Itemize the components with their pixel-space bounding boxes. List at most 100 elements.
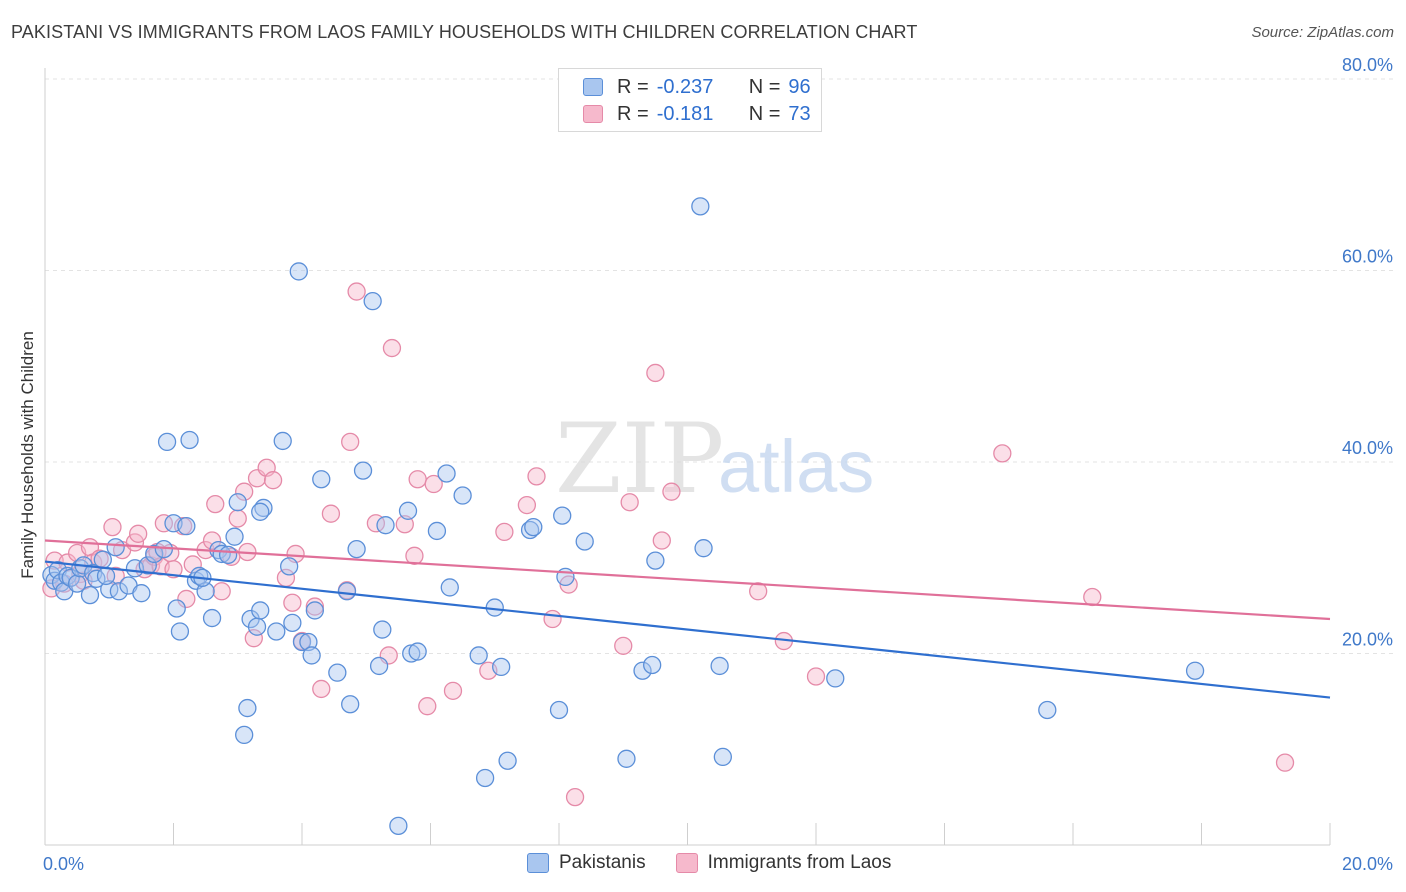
data-point-laos bbox=[103, 517, 122, 537]
data-point-pakistanis bbox=[145, 544, 164, 564]
data-point-pakistanis bbox=[93, 550, 112, 569]
data-point-laos bbox=[495, 522, 514, 542]
data-point-laos bbox=[662, 482, 681, 501]
n-value: 96 bbox=[788, 75, 811, 98]
data-point-pakistanis bbox=[369, 656, 389, 676]
data-point-pakistanis bbox=[106, 538, 125, 557]
data-point-laos bbox=[517, 495, 537, 515]
data-point-pakistanis bbox=[694, 539, 713, 558]
data-point-laos bbox=[263, 471, 283, 490]
data-point-laos bbox=[347, 282, 366, 301]
y-tick-label: 60.0% bbox=[1342, 247, 1393, 267]
data-point-pakistanis bbox=[273, 431, 292, 451]
stats-legend: R = -0.237 N = 96 R = -0.181 N = 73 bbox=[558, 68, 822, 132]
n-label: N = bbox=[748, 75, 781, 98]
data-point-laos bbox=[129, 524, 148, 543]
data-point-pakistanis bbox=[132, 584, 151, 603]
data-point-laos bbox=[206, 494, 225, 514]
data-point-pakistanis bbox=[643, 655, 662, 675]
data-point-pakistanis bbox=[553, 506, 572, 525]
data-point-laos bbox=[620, 493, 639, 512]
data-point-pakistanis bbox=[498, 751, 517, 770]
data-point-pakistanis bbox=[492, 657, 511, 677]
data-point-laos bbox=[202, 531, 222, 550]
data-point-pakistanis bbox=[218, 545, 238, 565]
chart-source: Source: ZipAtlas.com bbox=[1251, 24, 1394, 41]
data-point-pakistanis bbox=[402, 644, 421, 663]
n-label: N = bbox=[748, 102, 781, 125]
legend-label: Pakistanis bbox=[559, 852, 646, 873]
data-point-pakistanis bbox=[157, 432, 177, 452]
data-point-pakistanis bbox=[96, 566, 116, 586]
data-point-laos bbox=[806, 667, 826, 686]
data-point-pakistanis bbox=[177, 517, 196, 536]
data-point-laos bbox=[543, 609, 562, 629]
data-point-pakistanis bbox=[373, 620, 392, 639]
series-pakistanis bbox=[42, 197, 1205, 835]
data-point-pakistanis bbox=[238, 698, 257, 718]
legend-item-laos: Immigrants from Laos bbox=[675, 852, 891, 874]
data-point-pakistanis bbox=[520, 520, 540, 540]
pink-swatch-icon bbox=[675, 853, 698, 873]
data-point-pakistanis bbox=[437, 464, 456, 483]
data-point-pakistanis bbox=[235, 725, 254, 745]
legend-item-pakistanis: Pakistanis bbox=[527, 852, 646, 874]
blue-swatch-icon bbox=[527, 853, 549, 873]
data-point-pakistanis bbox=[225, 527, 244, 546]
data-point-pakistanis bbox=[353, 461, 373, 480]
pink-swatch-icon bbox=[583, 105, 603, 123]
data-point-laos bbox=[312, 679, 331, 699]
data-point-pakistanis bbox=[389, 816, 408, 835]
data-point-pakistanis bbox=[440, 578, 459, 597]
data-point-pakistanis bbox=[469, 646, 488, 665]
data-point-laos bbox=[614, 636, 633, 655]
data-point-laos bbox=[527, 467, 546, 486]
data-point-pakistanis bbox=[347, 539, 366, 559]
data-point-pakistanis bbox=[376, 516, 395, 535]
data-point-laos bbox=[646, 363, 665, 383]
data-point-pakistanis bbox=[109, 582, 129, 601]
data-point-laos bbox=[283, 593, 302, 612]
data-point-pakistanis bbox=[398, 501, 418, 520]
x-tick-label-max: 20.0% bbox=[1342, 854, 1393, 874]
r-value: -0.237 bbox=[656, 75, 714, 98]
data-point-laos bbox=[1083, 587, 1102, 607]
data-point-pakistanis bbox=[202, 608, 222, 628]
data-point-laos bbox=[235, 482, 254, 501]
data-point-pakistanis bbox=[453, 486, 472, 505]
trend-line-pakistanis bbox=[44, 560, 1331, 699]
data-point-pakistanis bbox=[713, 747, 732, 767]
data-point-laos bbox=[341, 432, 360, 452]
data-point-pakistanis bbox=[283, 613, 302, 633]
data-point-pakistanis bbox=[170, 622, 190, 641]
stats-legend-row-laos: R = -0.181 N = 73 bbox=[583, 102, 811, 126]
data-point-laos bbox=[164, 560, 183, 579]
n-value: 73 bbox=[788, 102, 811, 125]
data-point-pakistanis bbox=[80, 585, 100, 605]
data-point-pakistanis bbox=[138, 556, 157, 575]
grid-lines: 20.0% 40.0% 60.0% 80.0% bbox=[45, 55, 1393, 654]
stats-legend-row-pakistanis: R = -0.237 N = 96 bbox=[583, 75, 811, 99]
y-tick-label: 40.0% bbox=[1342, 438, 1393, 458]
data-point-pakistanis bbox=[247, 617, 267, 636]
data-point-laos bbox=[395, 515, 414, 534]
chart-title: PAKISTANI VS IMMIGRANTS FROM LAOS FAMILY… bbox=[11, 22, 918, 42]
watermark-zip: ZIP bbox=[555, 403, 724, 515]
data-point-laos bbox=[565, 787, 585, 807]
series-legend: Pakistanis Immigrants from Laos bbox=[527, 852, 921, 874]
data-point-pakistanis bbox=[299, 632, 318, 652]
data-point-laos bbox=[228, 509, 247, 528]
data-point-laos bbox=[154, 514, 174, 533]
data-point-pakistanis bbox=[312, 470, 331, 489]
data-point-pakistanis bbox=[575, 532, 594, 551]
data-point-laos bbox=[321, 504, 341, 523]
y-axis-label: Family Households with Children bbox=[18, 331, 37, 579]
y-tick-label: 20.0% bbox=[1342, 630, 1393, 650]
data-point-pakistanis bbox=[475, 768, 495, 788]
axes bbox=[44, 68, 1331, 846]
data-point-pakistanis bbox=[167, 599, 186, 618]
data-point-laos bbox=[177, 589, 196, 609]
data-point-pakistanis bbox=[337, 582, 357, 601]
trend-lines bbox=[44, 539, 1331, 699]
r-label: R = bbox=[617, 75, 649, 98]
